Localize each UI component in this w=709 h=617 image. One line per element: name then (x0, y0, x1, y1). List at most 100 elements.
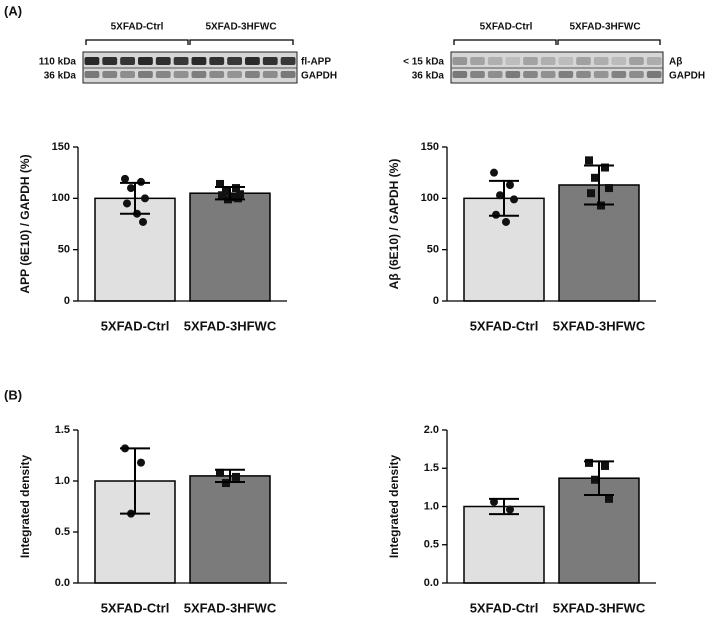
data-point (585, 458, 593, 467)
y-tick-label: 0 (64, 295, 70, 307)
error-bar (120, 181, 150, 215)
y-tick-label: 1.5 (55, 424, 70, 436)
blot-band (120, 57, 135, 65)
data-point (234, 194, 242, 203)
blot-size: 36 kDa (412, 71, 445, 82)
blot-size: 110 kDa (39, 57, 77, 68)
blot-band (576, 71, 591, 78)
y-tick-label: 50 (427, 244, 439, 256)
bar (463, 505, 545, 584)
data-point (222, 479, 230, 488)
blot-band (138, 71, 153, 78)
data-point (137, 177, 145, 186)
blot-band (505, 71, 521, 78)
y-tick-label: 2.0 (424, 424, 439, 436)
y-axis-label: APP (6E10) / GAPDH (%) (18, 154, 32, 293)
blot-band (487, 57, 503, 65)
blot-band (155, 57, 171, 65)
y-tick-label: 0.5 (55, 526, 70, 538)
data-point (591, 173, 599, 182)
blot-band (646, 71, 662, 78)
blot-band (227, 57, 242, 65)
blot-band (576, 57, 591, 65)
blot-band (593, 57, 609, 65)
data-point (492, 210, 500, 219)
y-tick-label: 1.0 (424, 500, 439, 512)
data-point (605, 494, 613, 503)
x-tick-label: 5XFAD-3HFWC (184, 600, 277, 615)
x-tick-label: 5XFAD-Ctrl (470, 600, 539, 615)
blot-protein: GAPDH (669, 71, 705, 82)
x-tick-label: 5XFAD-3HFWC (553, 600, 646, 615)
error-bar (489, 497, 519, 516)
data-point (506, 180, 514, 189)
error-bar (120, 447, 150, 515)
blot-band (540, 57, 556, 65)
x-tick-label: 5XFAD-Ctrl (470, 318, 539, 333)
blot-band (558, 57, 574, 65)
error-bar (215, 186, 245, 201)
y-tick-label: 0.0 (55, 577, 70, 589)
y-axis-label: Integrated density (387, 455, 401, 559)
data-point (139, 217, 147, 226)
data-point (502, 217, 510, 226)
data-point (490, 168, 498, 177)
blot-protein: Aβ (669, 57, 682, 68)
error-bar (215, 468, 245, 484)
data-point (222, 187, 230, 196)
blot-group: 5XFAD-3HFWC (205, 22, 276, 33)
blot-band (209, 71, 225, 78)
blot-group: 5XFAD-3HFWC (569, 22, 640, 33)
blot-band (487, 71, 503, 78)
blot-band (191, 57, 207, 65)
y-tick-label: 50 (58, 244, 70, 256)
data-point (605, 184, 613, 193)
data-point (506, 505, 514, 514)
blot-band (452, 71, 468, 78)
blot-left: 5XFAD-Ctrl 5XFAD-3HFWC 110 kDa 36 kDa fl… (39, 22, 337, 84)
y-tick-label: 1.5 (424, 462, 439, 474)
x-tick-label: 5XFAD-Ctrl (101, 318, 170, 333)
blot-band (452, 57, 468, 65)
blot-band (540, 71, 556, 78)
y-tick-label: 150 (421, 141, 439, 153)
y-tick-label: 150 (52, 141, 70, 153)
blot-size: 36 kDa (44, 71, 77, 82)
data-point (510, 195, 518, 204)
blot-band (629, 71, 644, 78)
x-tick-label: 5XFAD-Ctrl (101, 600, 170, 615)
blot-band (470, 71, 485, 78)
y-tick-label: 0.0 (424, 577, 439, 589)
blot-band (629, 57, 644, 65)
blot-band (505, 57, 521, 65)
blot-band (155, 71, 171, 78)
data-point (587, 189, 595, 198)
blot-band (280, 71, 296, 78)
data-point (127, 184, 135, 193)
panel-label: (A) (4, 3, 22, 18)
data-point (232, 184, 240, 193)
data-point (218, 191, 226, 200)
y-axis-label: Aβ (6E10) / GAPDH (%) (387, 159, 401, 290)
data-point (490, 497, 498, 506)
blot-band (523, 71, 538, 78)
blot-band (191, 71, 207, 78)
x-tick-label: 5XFAD-3HFWC (184, 318, 277, 333)
blot-band (262, 57, 278, 65)
blot-band (102, 57, 118, 65)
blot-band (646, 57, 662, 65)
blot-band (102, 71, 118, 78)
blot-band (262, 71, 278, 78)
blot-band (470, 57, 485, 65)
blot-size: < 15 kDa (403, 57, 444, 68)
blot-protein: GAPDH (301, 71, 337, 82)
blot-group: 5XFAD-Ctrl (480, 22, 533, 33)
blot-band (173, 57, 189, 65)
blot-band (138, 57, 153, 65)
error-bar (489, 179, 519, 217)
data-point (585, 156, 593, 165)
error-bar (584, 460, 614, 497)
y-tick-label: 100 (52, 192, 70, 204)
data-point (137, 458, 145, 467)
data-point (216, 179, 224, 188)
